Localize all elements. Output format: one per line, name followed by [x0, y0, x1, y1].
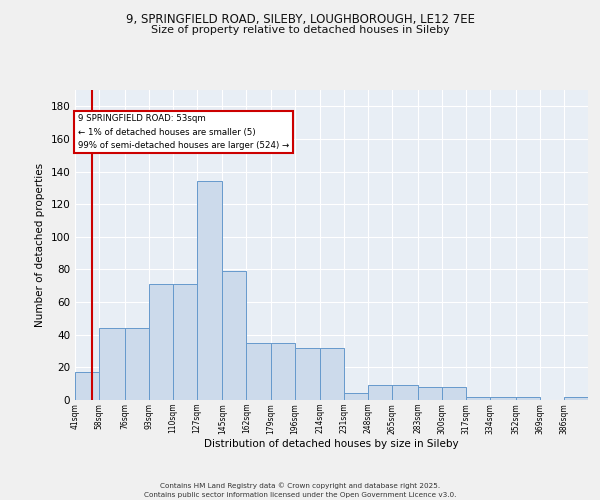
Bar: [149, 284, 173, 400]
Bar: [344, 394, 368, 400]
Bar: [320, 348, 344, 400]
Bar: [516, 396, 540, 400]
Bar: [368, 386, 392, 400]
Text: 9, SPRINGFIELD ROAD, SILEBY, LOUGHBOROUGH, LE12 7EE: 9, SPRINGFIELD ROAD, SILEBY, LOUGHBOROUG…: [125, 12, 475, 26]
X-axis label: Distribution of detached houses by size in Sileby: Distribution of detached houses by size …: [204, 439, 459, 449]
Bar: [418, 387, 442, 400]
Bar: [223, 271, 247, 400]
Bar: [442, 387, 466, 400]
Bar: [271, 343, 295, 400]
Bar: [197, 182, 223, 400]
Bar: [125, 328, 149, 400]
Text: 9 SPRINGFIELD ROAD: 53sqm
← 1% of detached houses are smaller (5)
99% of semi-de: 9 SPRINGFIELD ROAD: 53sqm ← 1% of detach…: [78, 114, 289, 150]
Bar: [75, 372, 99, 400]
Bar: [295, 348, 320, 400]
Text: Contains HM Land Registry data © Crown copyright and database right 2025.
Contai: Contains HM Land Registry data © Crown c…: [144, 482, 456, 498]
Bar: [490, 396, 516, 400]
Bar: [392, 386, 418, 400]
Bar: [466, 396, 490, 400]
Text: Size of property relative to detached houses in Sileby: Size of property relative to detached ho…: [151, 25, 449, 35]
Bar: [247, 343, 271, 400]
Bar: [99, 328, 125, 400]
Bar: [564, 396, 588, 400]
Bar: [173, 284, 197, 400]
Y-axis label: Number of detached properties: Number of detached properties: [35, 163, 45, 327]
